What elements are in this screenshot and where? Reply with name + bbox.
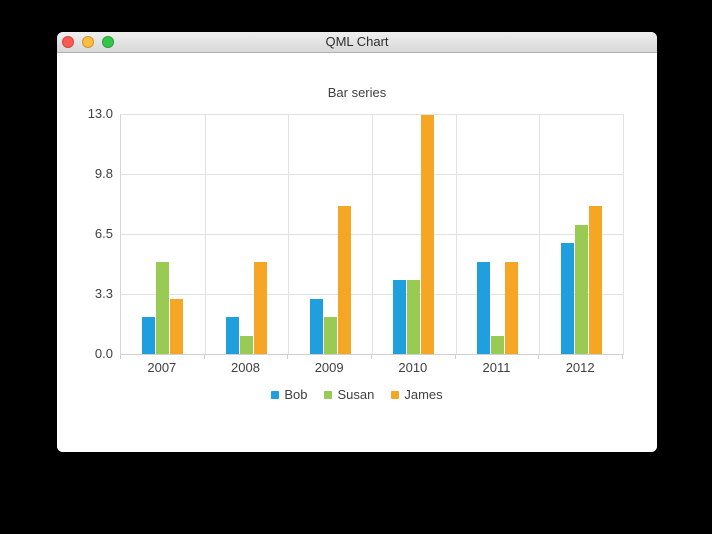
x-category-label: 2012 bbox=[565, 360, 595, 375]
bar-bob-2012 bbox=[560, 243, 574, 354]
legend-item-bob: Bob bbox=[271, 387, 307, 402]
x-category-label: 2010 bbox=[398, 360, 428, 375]
close-button[interactable] bbox=[62, 36, 74, 48]
titlebar[interactable]: QML Chart bbox=[57, 32, 657, 53]
y-tick-label: 6.5 bbox=[94, 226, 113, 241]
x-axis-tick bbox=[204, 355, 205, 359]
bar-susan-2008 bbox=[239, 336, 253, 354]
plot-area bbox=[120, 114, 624, 355]
bar-group-2012 bbox=[539, 115, 623, 354]
window-title: QML Chart bbox=[325, 34, 389, 49]
bar-james-2011 bbox=[504, 262, 518, 354]
legend-marker-susan bbox=[324, 390, 333, 399]
x-category-label: 2011 bbox=[482, 360, 511, 375]
zoom-button[interactable] bbox=[102, 36, 114, 48]
bar-james-2007 bbox=[170, 299, 184, 354]
legend-item-james: James bbox=[391, 387, 443, 402]
x-axis-tick bbox=[622, 355, 623, 359]
x-axis-tick bbox=[287, 355, 288, 359]
legend: Bob Susan James bbox=[57, 387, 657, 402]
legend-label: James bbox=[404, 387, 443, 402]
bar-bob-2009 bbox=[309, 299, 323, 354]
bar-bob-2007 bbox=[142, 317, 156, 354]
gridline-vertical bbox=[205, 115, 206, 354]
chart-title: Bar series bbox=[327, 85, 387, 100]
minimize-button[interactable] bbox=[82, 36, 94, 48]
bar-group-2008 bbox=[205, 115, 289, 354]
gridline-vertical bbox=[456, 115, 457, 354]
window-controls bbox=[62, 32, 114, 52]
bar-james-2012 bbox=[588, 206, 602, 354]
legend-marker-james bbox=[391, 390, 400, 399]
x-category-label: 2009 bbox=[314, 360, 344, 375]
bar-susan-2009 bbox=[323, 317, 337, 354]
bar-susan-2012 bbox=[574, 225, 588, 354]
chart-view: Bar series 0.0 3.3 6.5 9.8 13.0 2007 2008 2009… bbox=[57, 53, 657, 452]
bar-bob-2011 bbox=[476, 262, 490, 354]
bar-group-2009 bbox=[288, 115, 372, 354]
bar-james-2009 bbox=[337, 206, 351, 354]
y-tick-label: 13.0 bbox=[87, 106, 113, 121]
y-tick-label: 3.3 bbox=[94, 286, 113, 301]
bar-susan-2010 bbox=[407, 280, 421, 354]
legend-label: Bob bbox=[284, 387, 308, 402]
gridline-vertical bbox=[288, 115, 289, 354]
x-category-label: 2007 bbox=[147, 360, 177, 375]
gridline-vertical bbox=[539, 115, 540, 354]
legend-item-susan: Susan bbox=[324, 387, 374, 402]
bar-bob-2008 bbox=[225, 317, 239, 354]
bar-group-2007 bbox=[121, 115, 205, 354]
bar-james-2010 bbox=[421, 115, 435, 354]
gridline-vertical bbox=[372, 115, 373, 354]
x-category-label: 2008 bbox=[231, 360, 260, 375]
bar-james-2008 bbox=[253, 262, 267, 354]
y-tick-label: 0.0 bbox=[94, 346, 113, 361]
x-axis-tick bbox=[371, 355, 372, 359]
legend-label: Susan bbox=[337, 387, 375, 402]
y-tick-label: 9.8 bbox=[94, 166, 113, 181]
x-axis-tick bbox=[120, 355, 121, 359]
bar-susan-2007 bbox=[156, 262, 170, 354]
bar-bob-2010 bbox=[393, 280, 407, 354]
x-axis-tick bbox=[538, 355, 539, 359]
bar-group-2010 bbox=[372, 115, 456, 354]
bar-group-2011 bbox=[456, 115, 540, 354]
x-axis-tick bbox=[455, 355, 456, 359]
app-window: QML Chart Bar series 0.0 3.3 6.5 9.8 13.0 20… bbox=[57, 32, 657, 452]
bar-susan-2011 bbox=[490, 336, 504, 354]
legend-marker-bob bbox=[271, 390, 280, 399]
